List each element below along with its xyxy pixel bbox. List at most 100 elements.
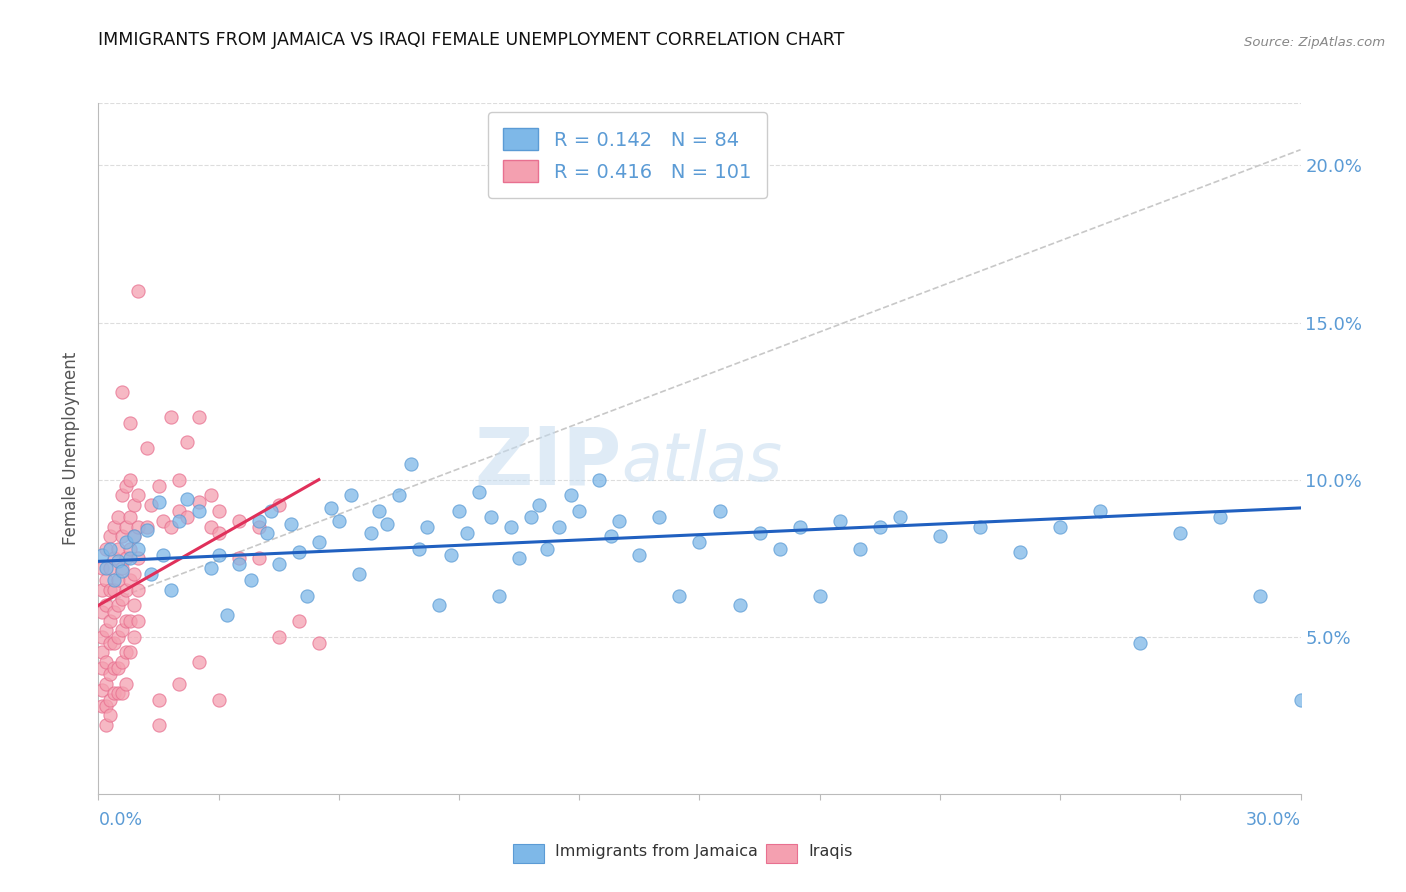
Point <box>167 504 190 518</box>
Point <box>159 520 181 534</box>
Point <box>176 491 198 506</box>
Legend: R = 0.142   N = 84, R = 0.416   N = 101: R = 0.142 N = 84, R = 0.416 N = 101 <box>488 112 766 198</box>
Point <box>176 510 198 524</box>
Y-axis label: Female Unemployment: Female Unemployment <box>62 351 80 545</box>
Point <box>187 409 209 424</box>
Point <box>368 504 391 518</box>
Point <box>648 510 671 524</box>
Point <box>115 535 138 549</box>
Point <box>187 504 209 518</box>
Point <box>107 554 129 568</box>
Point <box>96 717 118 731</box>
Point <box>96 560 118 574</box>
Point <box>260 504 283 518</box>
Point <box>709 504 731 518</box>
Point <box>468 485 491 500</box>
Point <box>135 520 157 534</box>
Point <box>100 708 122 723</box>
Point <box>139 566 162 581</box>
Point <box>107 686 129 700</box>
Point <box>748 526 770 541</box>
Text: atlas: atlas <box>621 429 783 495</box>
Point <box>120 510 142 524</box>
Point <box>103 520 125 534</box>
Point <box>100 667 122 681</box>
Point <box>247 520 270 534</box>
Point <box>91 605 114 619</box>
Point <box>828 514 851 528</box>
Point <box>111 592 134 607</box>
Point <box>103 582 125 597</box>
Point <box>115 614 138 628</box>
Point <box>91 582 114 597</box>
Point <box>159 409 181 424</box>
Point <box>187 655 209 669</box>
Point <box>208 504 231 518</box>
Point <box>200 520 222 534</box>
Point <box>447 504 470 518</box>
Point <box>115 479 138 493</box>
Point <box>120 473 142 487</box>
Point <box>501 520 523 534</box>
Point <box>152 548 174 562</box>
Point <box>91 698 114 713</box>
Point <box>789 520 811 534</box>
Text: ZIP: ZIP <box>474 423 621 501</box>
Text: 0.0%: 0.0% <box>98 811 142 829</box>
Point <box>267 558 290 572</box>
Point <box>308 636 330 650</box>
Point <box>588 473 610 487</box>
Point <box>111 384 134 399</box>
Point <box>96 677 118 691</box>
Point <box>536 541 558 556</box>
Point <box>849 541 872 556</box>
Point <box>111 655 134 669</box>
FancyBboxPatch shape <box>766 844 797 863</box>
Point <box>148 717 170 731</box>
Point <box>111 560 134 574</box>
Point <box>548 520 571 534</box>
Point <box>176 434 198 449</box>
Point <box>969 520 991 534</box>
Point <box>115 645 138 659</box>
Point <box>239 573 262 587</box>
Point <box>256 526 278 541</box>
Point <box>96 624 118 638</box>
Point <box>91 683 114 698</box>
Point <box>103 661 125 675</box>
Point <box>1209 510 1232 524</box>
Point <box>135 441 157 455</box>
Point <box>520 510 543 524</box>
FancyBboxPatch shape <box>513 844 544 863</box>
Text: Immigrants from Jamaica: Immigrants from Jamaica <box>555 845 758 859</box>
Point <box>187 494 209 508</box>
Point <box>1250 589 1272 603</box>
Point <box>100 541 122 556</box>
Point <box>120 573 142 587</box>
Point <box>280 516 302 531</box>
Point <box>228 551 250 566</box>
Point <box>929 529 952 543</box>
Point <box>167 473 190 487</box>
Point <box>347 566 370 581</box>
Point <box>1049 520 1071 534</box>
Point <box>529 498 551 512</box>
Point <box>508 551 530 566</box>
Point <box>124 566 146 581</box>
Point <box>208 526 231 541</box>
Point <box>128 284 150 298</box>
Point <box>96 573 118 587</box>
Point <box>689 535 711 549</box>
Point <box>600 529 623 543</box>
Point <box>1170 526 1192 541</box>
Point <box>148 692 170 706</box>
Point <box>107 573 129 587</box>
Point <box>100 582 122 597</box>
Point <box>103 686 125 700</box>
Point <box>408 541 430 556</box>
Point <box>388 488 411 502</box>
Point <box>1129 636 1152 650</box>
Point <box>167 514 190 528</box>
Point <box>267 498 290 512</box>
Point <box>120 416 142 430</box>
